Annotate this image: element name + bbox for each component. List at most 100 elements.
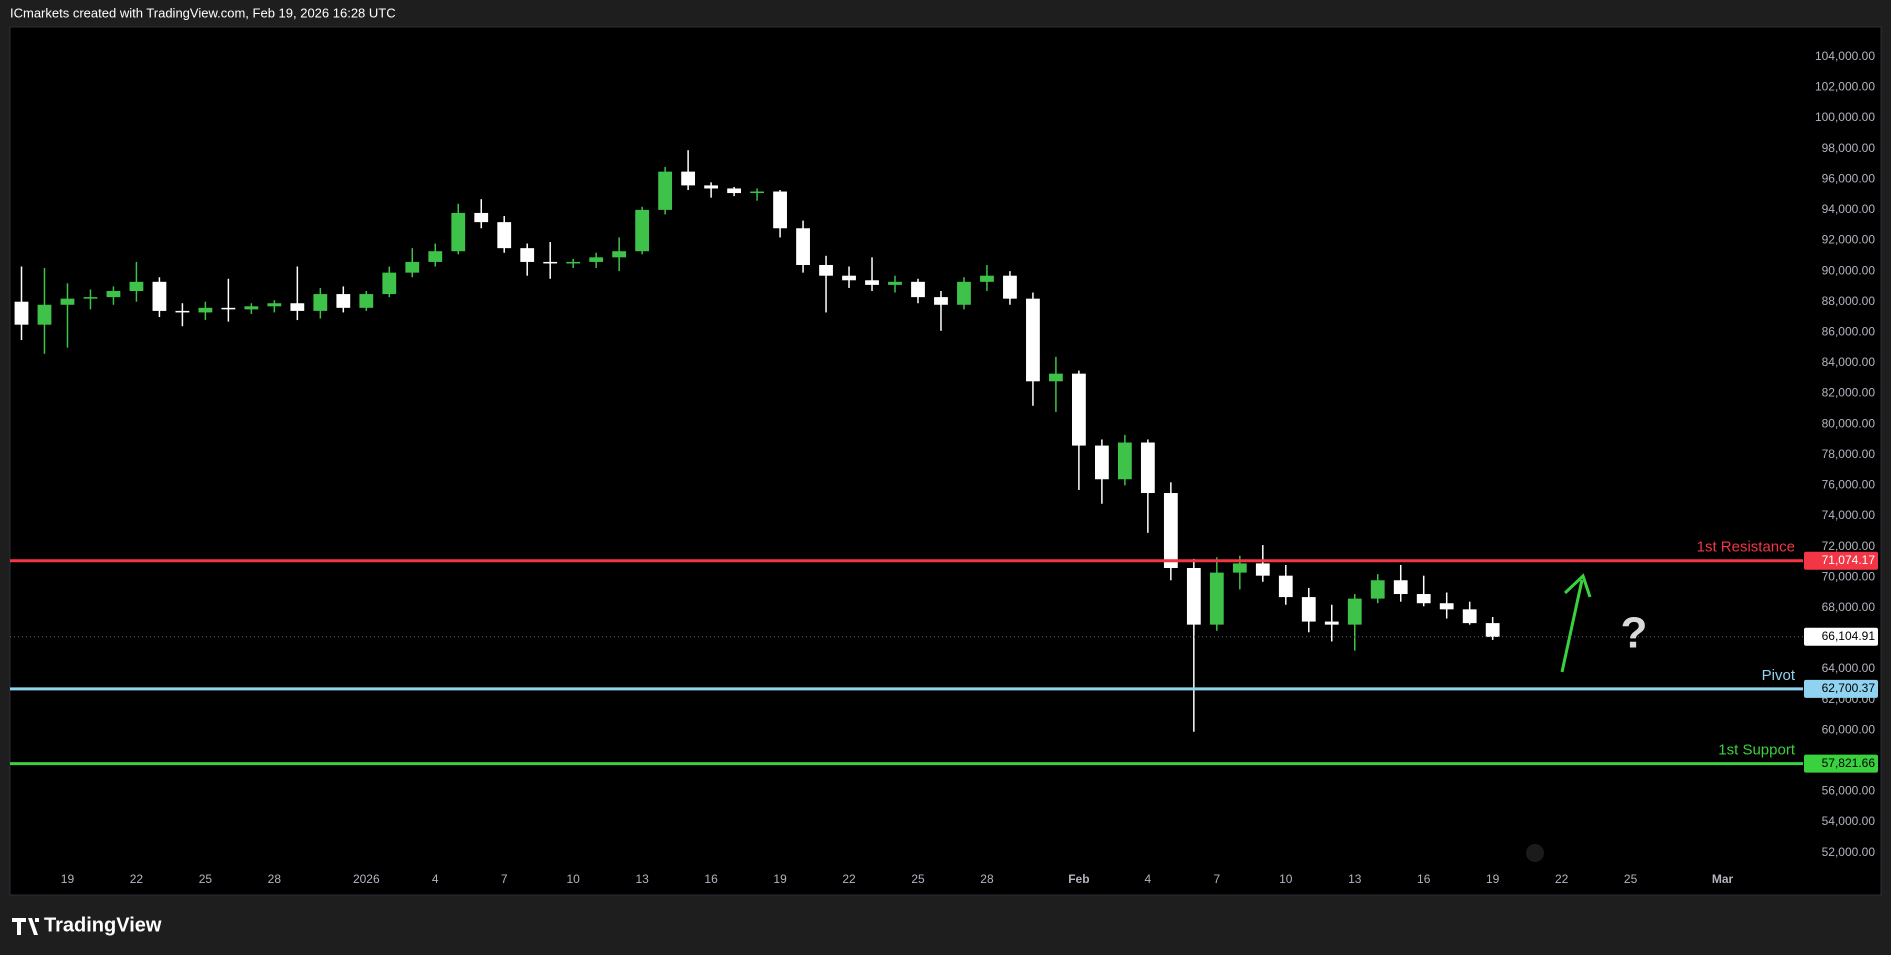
x-tick-label: 19 [61,872,75,886]
y-tick-label: 82,000.00 [1822,386,1876,400]
candle-body [1324,621,1339,625]
candle-body [980,275,994,282]
y-tick-label: 96,000.00 [1822,171,1876,185]
x-tick-label: 25 [199,872,213,886]
candle-body [1393,580,1408,595]
x-tick-label: 22 [842,872,856,886]
brand-name: TradingView [44,914,162,936]
level-label: 71,074.17 [1822,553,1876,567]
x-tick-label: 16 [704,872,718,886]
candle-body [1370,580,1385,599]
x-tick-label: 22 [1555,872,1569,886]
level-label: 57,821.66 [1822,756,1876,770]
candle-body [1026,298,1040,382]
y-tick-label: 74,000.00 [1822,508,1876,522]
candle-body [1255,563,1270,576]
level-label: 62,700.37 [1822,681,1876,695]
y-tick-label: 72,000.00 [1822,539,1876,553]
x-tick-label: 19 [773,872,787,886]
candle-body [1462,609,1477,624]
candle-body [336,294,351,308]
candle-body [704,185,719,189]
candle-body [1209,572,1224,625]
candle-body [750,191,764,194]
candle-body [957,281,971,305]
y-tick-label: 60,000.00 [1822,722,1876,736]
x-tick-label: 10 [567,872,581,886]
last-price-tag [1804,627,1878,646]
candle-body [1347,598,1362,625]
level-tag [1804,551,1878,570]
candle-body [796,228,810,265]
y-tick-label: 80,000.00 [1822,416,1876,430]
y-tick-label: 102,000.00 [1815,80,1875,94]
level-tag [1804,679,1878,698]
y-tick-label: 86,000.00 [1822,324,1876,338]
candle-body [635,209,650,252]
candle-body [1439,603,1454,610]
candle-body [681,171,696,186]
candle-body [497,222,512,249]
candle-body [451,212,466,252]
y-tick-label: 54,000.00 [1822,814,1876,828]
y-tick-label: 76,000.00 [1822,478,1876,492]
level-name: 1st Support [1718,742,1796,759]
candle-body [1416,594,1431,604]
y-tick-label: 88,000.00 [1822,294,1876,308]
candle-body [1072,373,1086,446]
candle-body [290,303,305,311]
candle-body [152,281,167,311]
x-tick-label: 22 [130,872,144,886]
y-tick-label: 52,000.00 [1822,845,1876,859]
y-tick-label: 94,000.00 [1822,202,1876,216]
x-tick-label: 7 [501,872,508,886]
candle-body [520,248,535,262]
candle-body [1094,445,1109,480]
candle-body [267,303,282,307]
x-tick-label: 4 [1145,872,1152,886]
y-tick-label: 84,000.00 [1822,355,1876,369]
candle-body [1485,623,1500,637]
candle-body [934,297,948,305]
candle-body [612,251,627,258]
candle-body [244,306,259,310]
y-tick-label: 98,000.00 [1822,141,1876,155]
candle-body [727,188,741,194]
candle-body [888,281,902,285]
plot: 52,000.0054,000.0056,000.0058,000.0060,0… [10,49,1878,886]
y-tick-label: 70,000.00 [1822,569,1876,583]
y-tick-label: 78,000.00 [1822,447,1876,461]
candle-body [543,261,558,264]
logo-mark [12,918,39,935]
x-tick-label: Mar [1712,872,1734,886]
candle-body [175,310,190,313]
x-tick-label: 13 [635,872,649,886]
candle-body [1278,575,1293,598]
annotation: ? [1621,609,1648,658]
y-tick-label: 64,000.00 [1822,661,1876,675]
level-name: Pivot [1762,667,1796,684]
decoration [1526,844,1544,862]
candle-body [773,191,787,229]
candle-body [474,212,489,223]
level-tag [1804,754,1878,773]
candle-body [589,257,604,262]
last-price-label: 66,104.91 [1822,629,1876,643]
candle-body [428,251,443,262]
x-tick-label: 28 [980,872,994,886]
candle-body [83,297,98,299]
brand-logo: TradingView [12,914,162,936]
y-tick-label: 92,000.00 [1822,233,1876,247]
candle-body [1301,597,1316,622]
candle-body [313,294,328,311]
chart-panel [9,26,1882,896]
candle-body [1003,275,1017,299]
y-tick-label: 56,000.00 [1822,784,1876,798]
y-tick-label: 90,000.00 [1822,263,1876,277]
candle-body [1117,442,1132,480]
y-tick-label: 104,000.00 [1815,49,1875,63]
x-tick-label: 16 [1417,872,1431,886]
x-tick-label: 2026 [353,872,380,886]
candle-body [1163,493,1178,569]
candle-body [60,298,75,305]
